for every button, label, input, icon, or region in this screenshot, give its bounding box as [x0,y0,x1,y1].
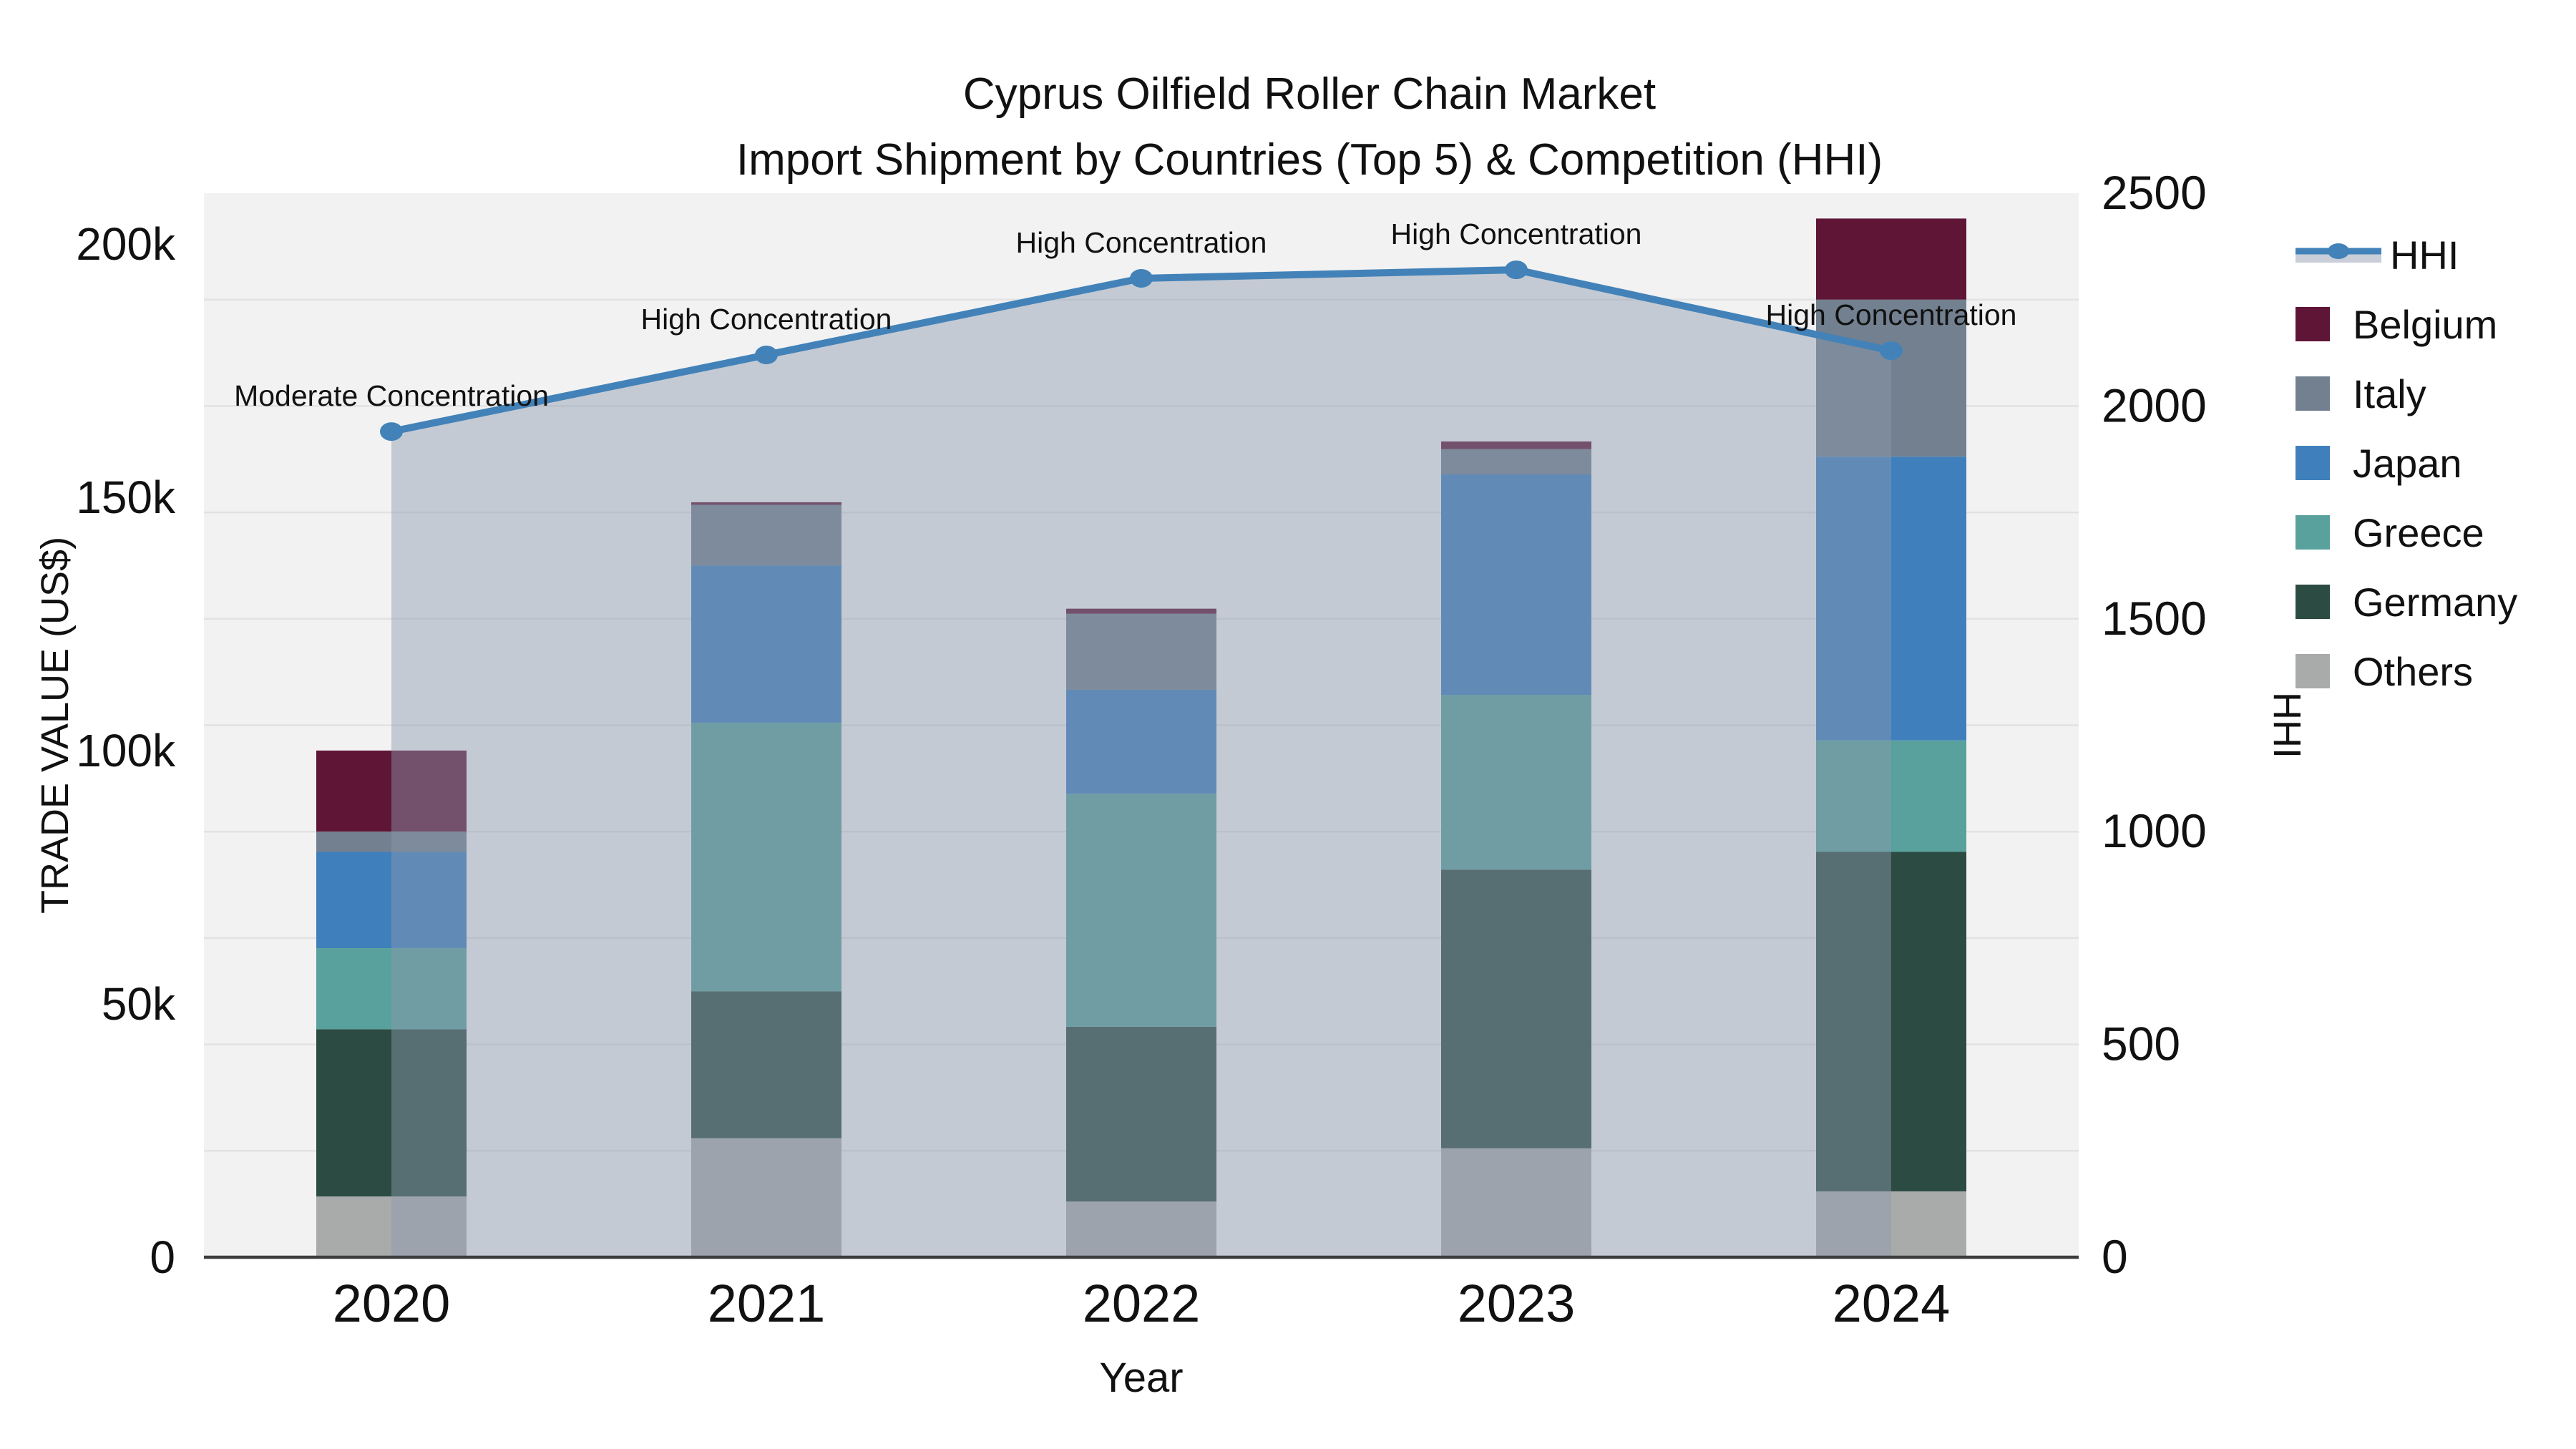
hhi-line-sample-icon [2296,243,2381,263]
chart-title-line1: Cyprus Oilfield Roller Chain Market [962,69,1657,119]
chart-title-line2: Import Shipment by Countries (Top 5) & C… [736,135,1883,185]
x-tick-2021: 2021 [708,1274,826,1333]
y-left-tick-200k: 200k [76,218,176,270]
legend-item-japan[interactable]: Japan [2296,441,2517,486]
bar-segment-greece-2022 [1066,794,1216,1027]
legend-swatch-japan [2296,446,2330,480]
legend-item-belgium[interactable]: Belgium [2296,302,2517,347]
bar-segment-italy-2024 [1816,299,1966,457]
bar-segment-others-2020 [316,1196,467,1257]
hhi-marker-2023 [1505,260,1528,280]
x-axis-title: Year [1099,1355,1183,1401]
legend-label-italy: Italy [2353,371,2426,416]
annotation-2022: High Concentration [1016,226,1267,259]
chart-title: Cyprus Oilfield Roller Chain Market Impo… [200,62,2419,193]
hhi-marker-2020 [380,422,403,441]
bar-segment-germany-2022 [1066,1026,1216,1202]
legend-item-greece[interactable]: Greece [2296,510,2517,555]
y-left-tick-100k: 100k [76,725,176,776]
legend-swatch-belgium [2296,307,2330,341]
bar-segment-germany-2024 [1816,852,1966,1191]
bar-segment-germany-2023 [1441,869,1591,1148]
legend-item-hhi[interactable]: HHI [2296,233,2517,278]
bar-segment-germany-2021 [691,991,841,1138]
y-left-tick-50k: 50k [102,978,176,1030]
hhi-marker-2021 [755,346,778,365]
bar-segment-italy-2023 [1441,449,1591,474]
bar-segment-japan-2023 [1441,474,1591,696]
bar-segment-others-2023 [1441,1148,1591,1257]
bar-segment-others-2022 [1066,1201,1216,1257]
bar-segment-germany-2020 [316,1029,467,1197]
legend-label-hhi: HHI [2390,232,2459,278]
bar-segment-japan-2022 [1066,689,1216,794]
bar-segment-greece-2024 [1816,740,1966,852]
legend: HHI Belgium Italy Japan Greece Germany O… [2296,233,2517,694]
bar-segment-greece-2021 [691,722,841,992]
x-tick-2024: 2024 [1833,1274,1951,1333]
bar-segment-others-2024 [1816,1191,1966,1257]
bar-segment-belgium-2023 [1441,441,1591,449]
hhi-area-fill [391,270,1891,1258]
bar-segment-japan-2020 [316,852,467,949]
x-tick-2022: 2022 [1083,1274,1201,1333]
annotation-2023: High Concentration [1391,218,1642,250]
y-right-tick-2000: 2000 [2102,379,2207,431]
bar-segment-japan-2021 [691,565,841,723]
y-right-tick-2500: 2500 [2102,166,2207,219]
legend-swatch-greece [2296,515,2330,550]
bar-segment-italy-2021 [691,504,841,566]
legend-item-others[interactable]: Others [2296,649,2517,694]
legend-item-italy[interactable]: Italy [2296,371,2517,416]
y-left-tick-150k: 150k [76,472,176,523]
annotation-2024: High Concentration [1766,298,2017,331]
y-right-tick-1000: 1000 [2102,804,2207,857]
bar-segment-belgium-2020 [316,750,467,832]
annotation-2021: High Concentration [641,303,892,336]
y-right-tick-1500: 1500 [2102,592,2207,645]
legend-label-belgium: Belgium [2353,301,2498,347]
bar-segment-greece-2023 [1441,695,1591,870]
y-right-tick-500: 500 [2102,1018,2180,1070]
x-tick-2023: 2023 [1458,1274,1576,1333]
annotation-2020: Moderate Concentration [234,379,549,412]
y-left-tick-0: 0 [150,1231,175,1283]
x-tick-2020: 2020 [333,1274,451,1333]
hhi-marker-2022 [1130,268,1153,288]
legend-swatch-germany [2296,585,2330,619]
y-left-axis-title: TRADE VALUE (US$) [34,537,77,914]
bar-segment-japan-2024 [1816,457,1966,741]
bar-segment-greece-2020 [316,948,467,1030]
legend-item-germany[interactable]: Germany [2296,580,2517,625]
bar-segment-belgium-2021 [691,502,841,505]
bar-segment-italy-2022 [1066,613,1216,690]
y-right-tick-0: 0 [2102,1230,2128,1283]
y-right-axis-title: HHI [2265,692,2308,758]
hhi-marker-2024 [1880,341,1903,361]
legend-swatch-italy [2296,376,2330,411]
bar-segment-others-2021 [691,1138,841,1257]
legend-label-others: Others [2353,648,2474,694]
bar-segment-belgium-2024 [1816,218,1966,300]
legend-label-germany: Germany [2353,579,2518,625]
legend-label-greece: Greece [2353,509,2484,555]
legend-swatch-others [2296,654,2330,688]
bar-segment-italy-2020 [316,831,467,852]
bar-segment-belgium-2022 [1066,608,1216,614]
legend-label-japan: Japan [2353,440,2462,486]
